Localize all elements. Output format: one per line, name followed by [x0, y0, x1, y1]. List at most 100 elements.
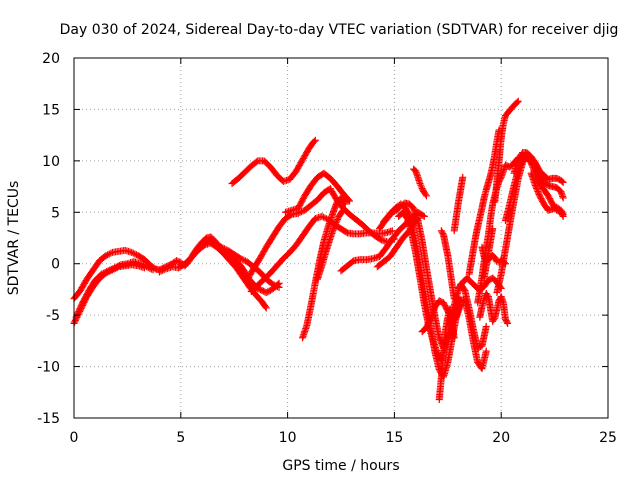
data-point [107, 249, 115, 257]
data-point [425, 319, 433, 327]
data-point [532, 183, 540, 191]
data-point [138, 260, 146, 268]
data-point [331, 222, 339, 230]
data-point [270, 281, 278, 289]
data-point [513, 98, 521, 106]
data-point [238, 255, 246, 263]
data-point [106, 266, 114, 274]
data-point [219, 244, 227, 252]
data-point [297, 208, 305, 216]
y-tick-label: 20 [42, 51, 60, 67]
data-point [333, 217, 341, 225]
data-point [422, 323, 430, 331]
data-point [206, 237, 214, 245]
data-point [115, 262, 123, 270]
data-point [311, 136, 319, 144]
data-point [237, 255, 245, 263]
data-point [531, 182, 539, 190]
data-point [104, 267, 112, 275]
x-tick-label: 5 [176, 430, 185, 446]
y-tick-label: 15 [42, 102, 60, 118]
data-points [70, 97, 567, 403]
data-point [114, 262, 122, 270]
data-point [318, 212, 326, 220]
x-tick-label: 15 [385, 430, 403, 446]
data-point [136, 260, 144, 268]
data-point [296, 209, 304, 217]
data-point [419, 212, 427, 220]
data-point [221, 245, 229, 253]
x-axis-label: GPS time / hours [282, 458, 399, 474]
data-point [129, 249, 137, 257]
data-point [109, 265, 117, 273]
data-point [558, 209, 566, 217]
data-point [559, 178, 567, 186]
data-point [240, 256, 248, 264]
y-tick-label: -10 [37, 360, 60, 376]
data-point [111, 264, 119, 272]
data-point [533, 186, 541, 194]
data-point [483, 291, 491, 299]
data-point [71, 316, 79, 324]
data-point [103, 268, 111, 276]
data-point [333, 215, 341, 223]
data-point [416, 179, 424, 187]
data-point [482, 322, 490, 330]
data-point [141, 262, 149, 270]
data-point [420, 212, 428, 220]
data-point [128, 248, 136, 256]
data-point [261, 303, 269, 311]
data-point [425, 317, 433, 325]
y-tick-label: 5 [51, 205, 60, 221]
data-point [272, 282, 280, 290]
data-point [559, 194, 567, 202]
plot-frame [73, 57, 609, 419]
data-point [457, 301, 465, 309]
x-tick-label: 0 [70, 430, 79, 446]
data-point [450, 334, 458, 342]
y-tick-label: 10 [42, 154, 60, 170]
data-point [533, 184, 541, 192]
y-tick-label: -15 [37, 411, 60, 427]
data-point [217, 243, 225, 251]
data-point [534, 189, 542, 197]
data-point [424, 320, 432, 328]
data-point [319, 213, 327, 221]
data-point [269, 280, 277, 288]
data-point [450, 295, 458, 303]
data-point [340, 199, 348, 207]
data-point [131, 250, 139, 258]
data-point [559, 210, 567, 218]
data-point [346, 197, 354, 205]
data-point [426, 316, 434, 324]
data-point [321, 214, 329, 222]
data-point [482, 347, 490, 355]
data-point [157, 267, 165, 275]
data-point [275, 283, 283, 291]
data-point [339, 206, 347, 214]
y-tick-label: 0 [51, 257, 60, 273]
data-point [273, 283, 281, 291]
data-point [417, 183, 425, 191]
y-axis-label: SDTVAR / TECUs [6, 181, 22, 296]
data-point [102, 251, 110, 259]
data-point [341, 200, 349, 208]
data-point [155, 268, 163, 276]
data-point [208, 238, 216, 246]
axis-ticks: 0 5 10 15 20 25 -15 -10 -5 0 5 10 15 20 [37, 51, 617, 446]
data-point [112, 263, 120, 271]
data-point [262, 304, 270, 312]
data-point [99, 269, 107, 277]
x-tick-label: 20 [492, 430, 510, 446]
data-point [388, 227, 396, 235]
chart-title: Day 030 of 2024, Sidereal Day-to-day VTE… [60, 22, 619, 38]
data-point [160, 266, 168, 274]
data-point [105, 250, 113, 258]
data-point [205, 236, 213, 244]
data-point [338, 207, 346, 215]
data-point [417, 181, 425, 189]
data-point [503, 318, 511, 326]
data-point [104, 251, 112, 259]
data-point [504, 319, 512, 327]
